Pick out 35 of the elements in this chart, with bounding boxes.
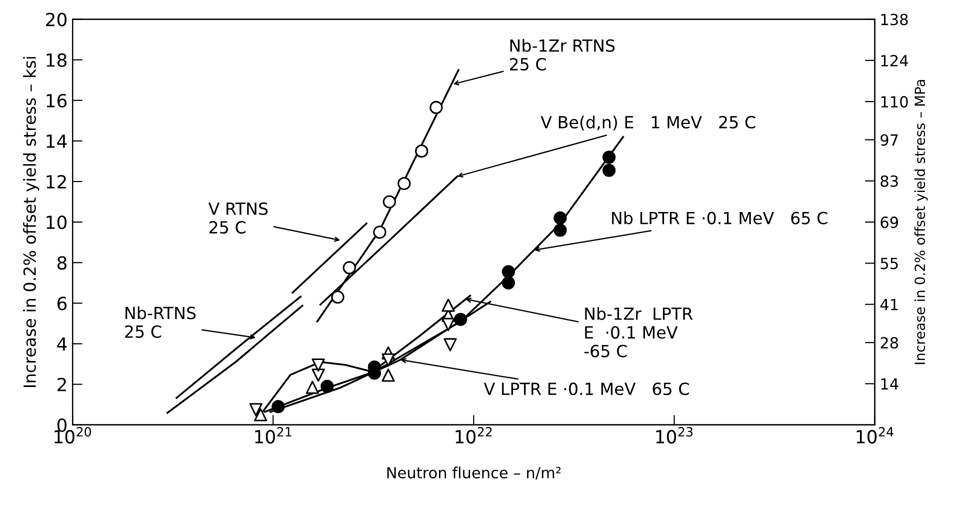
- y2-tick-label: 83: [880, 175, 898, 187]
- annotation: Nb-1Zr LPTR E ·0.1 MeV -65 C: [584, 307, 693, 358]
- y-tick-label: 8: [57, 256, 66, 270]
- y2-tick-label: 28: [880, 337, 898, 349]
- x-tick-label: 10$^{22}$: [456, 427, 492, 444]
- y-tick-label: 6: [57, 296, 67, 310]
- y2-axis-title: Increase in 0.2% offset yield stress – MPa: [914, 80, 928, 364]
- y-tick-label: 14: [46, 134, 67, 148]
- annotation: V LPTR E ·0.1 MeV 65 C: [484, 382, 689, 396]
- y-tick-label: 20: [46, 12, 67, 26]
- x-axis-title: Neutron fluence – n/m²: [387, 466, 561, 480]
- y-tick-label: 10: [46, 216, 67, 230]
- y-tick-label: 2: [58, 378, 66, 392]
- y2-tick-label: 55: [880, 258, 898, 270]
- y-tick-label: 4: [57, 337, 67, 351]
- annotation: Nb-1Zr RTNS 25 C: [510, 38, 615, 71]
- y-tick-label: 16: [46, 94, 67, 108]
- y-tick-label: 12: [46, 174, 66, 188]
- y2-tick-label: 110: [881, 96, 908, 108]
- annotation: Nb-RTNS 25 C: [125, 306, 196, 338]
- y2-tick-label: 97: [880, 134, 898, 146]
- annotation: V Be(d,n) E 1 MeV 25 C: [540, 116, 756, 130]
- y2-tick-label: 69: [880, 216, 898, 228]
- y-tick-label: 0: [57, 418, 67, 432]
- y2-tick-label: 138: [881, 14, 908, 26]
- y-tick-label: 18: [46, 53, 66, 67]
- x-tick-label: 10$^{21}$: [255, 427, 292, 444]
- annotation: V RTNS 25 C: [208, 202, 268, 234]
- y2-tick-label: 41: [880, 299, 898, 310]
- y2-tick-label: 14: [881, 378, 898, 390]
- annotation: Nb LPTR E ·0.1 MeV 65 C: [612, 211, 828, 224]
- y-axis-title: Increase in 0.2% offset yield stress – ksi: [23, 57, 40, 387]
- x-tick-label: 10$^{23}$: [656, 427, 692, 444]
- x-tick-label: 10$^{24}$: [856, 427, 894, 444]
- y2-tick-label: 124: [881, 54, 908, 66]
